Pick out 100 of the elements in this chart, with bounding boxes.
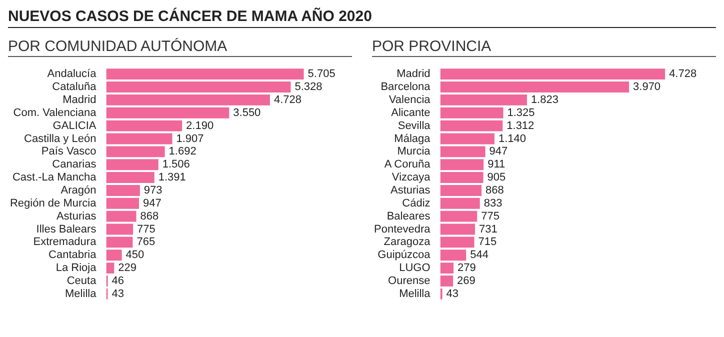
y-tick-label: Melilla [65, 288, 98, 300]
data-label: 911 [488, 158, 506, 171]
data-label: 3.970 [633, 81, 661, 94]
y-tick-label: Melilla [399, 288, 432, 300]
bar [106, 82, 291, 92]
bar [440, 94, 527, 106]
bar [440, 262, 454, 274]
data-label: 43 [446, 288, 459, 300]
data-label: 5.705 [308, 68, 336, 80]
data-label: 4.728 [274, 94, 302, 106]
y-tick-label: Murcia [397, 146, 432, 158]
chart-subtitle: POR COMUNIDAD AUTÓNOMA [8, 38, 352, 57]
data-label: 1.907 [176, 132, 204, 145]
data-label: 1.506 [162, 158, 190, 171]
bar [106, 236, 133, 248]
bar [440, 224, 476, 235]
y-tick-label: Extremadura [33, 236, 98, 248]
bar [106, 262, 114, 274]
data-label: 279 [458, 262, 476, 274]
data-label: 833 [484, 197, 502, 210]
data-label: 775 [137, 223, 156, 236]
bar [106, 198, 140, 209]
y-tick-label: Valencia [388, 94, 432, 106]
y-tick-label: Alicante [391, 106, 430, 119]
y-tick-label: Barcelona [380, 81, 432, 94]
bar [106, 94, 270, 106]
bar [106, 172, 154, 184]
bar [106, 120, 182, 132]
y-tick-label: GALICIA [52, 120, 97, 132]
bar [440, 250, 466, 261]
y-tick-label: LUGO [399, 262, 431, 274]
data-label: 3.550 [233, 106, 261, 119]
y-tick-label: Asturias [390, 184, 431, 196]
y-tick-label: Vizcaya [392, 172, 432, 184]
y-tick-label: Canarias [52, 158, 97, 171]
data-label: 1.692 [168, 146, 196, 158]
data-label: 46 [112, 275, 124, 288]
bar [106, 107, 230, 118]
data-label: 450 [126, 249, 144, 262]
bar [440, 236, 474, 248]
y-tick-label: Cast.-La Mancha [12, 172, 98, 184]
bar [106, 210, 136, 222]
y-tick-label: Com. Valenciana [13, 106, 98, 119]
y-tick-label: A Coruña [384, 158, 432, 171]
data-label: 765 [136, 236, 156, 248]
y-tick-label: Ceuta [66, 275, 98, 288]
data-label: 715 [478, 236, 497, 248]
y-tick-label: Aragón [60, 184, 96, 196]
y-tick-label: Cádiz [402, 197, 430, 210]
y-tick-label: Madrid [396, 68, 430, 80]
y-tick-label: Guipúzcoa [378, 249, 432, 262]
bar [440, 107, 504, 118]
y-tick-label: Pontevedra [374, 223, 432, 236]
y-tick-label: Sevilla [398, 120, 432, 132]
y-tick-label: Ourense [388, 275, 430, 288]
bar [106, 159, 158, 170]
data-label: 1.140 [498, 132, 526, 145]
y-tick-label: Baleares [386, 210, 431, 222]
bar [440, 133, 494, 144]
bar [440, 82, 630, 92]
y-tick-label: Illes Balears [36, 223, 97, 236]
data-label: 1.823 [530, 94, 558, 106]
y-tick-label: Málaga [394, 132, 432, 145]
data-label: 905 [487, 172, 506, 184]
chart-title: POR PROVINCIA [372, 38, 716, 57]
bar [440, 172, 484, 184]
bar [106, 133, 172, 144]
bar [106, 184, 140, 196]
bar [106, 68, 304, 80]
y-tick-label: Madrid [62, 94, 96, 106]
data-label: 868 [140, 210, 159, 222]
bar [440, 159, 484, 170]
data-label: 1.391 [158, 172, 186, 184]
y-tick-label: Región de Murcia [10, 197, 98, 210]
y-tick-label: Cataluña [52, 81, 98, 94]
bar [106, 146, 165, 158]
data-label: 269 [457, 275, 476, 288]
chart-title: NUEVOS CASOS DE CÁNCER DE MAMA AÑO 2020 [8, 8, 716, 28]
data-label: 868 [486, 184, 504, 196]
bar [106, 224, 134, 235]
y-tick-label: Cantabria [48, 249, 98, 262]
data-label: 775 [481, 210, 500, 222]
data-label: 731 [479, 223, 498, 236]
y-tick-label: Castilla y León [24, 132, 96, 145]
data-label: 544 [470, 249, 488, 262]
y-tick-label: La Rioja [56, 262, 98, 274]
data-label: 4.728 [669, 68, 697, 80]
bar [440, 276, 454, 286]
data-label: 43 [112, 288, 124, 300]
y-tick-label: Zaragoza [384, 236, 432, 248]
data-label: 1.312 [506, 120, 534, 132]
bar [440, 210, 478, 222]
data-label: 229 [118, 262, 136, 274]
y-tick-label: Andalucía [47, 68, 98, 80]
bar [440, 198, 480, 209]
data-label: 5.328 [294, 81, 322, 94]
data-label: 2.190 [186, 120, 214, 132]
bar [440, 68, 666, 80]
data-label: 947 [489, 146, 508, 158]
y-tick-label: Asturias [56, 210, 97, 222]
